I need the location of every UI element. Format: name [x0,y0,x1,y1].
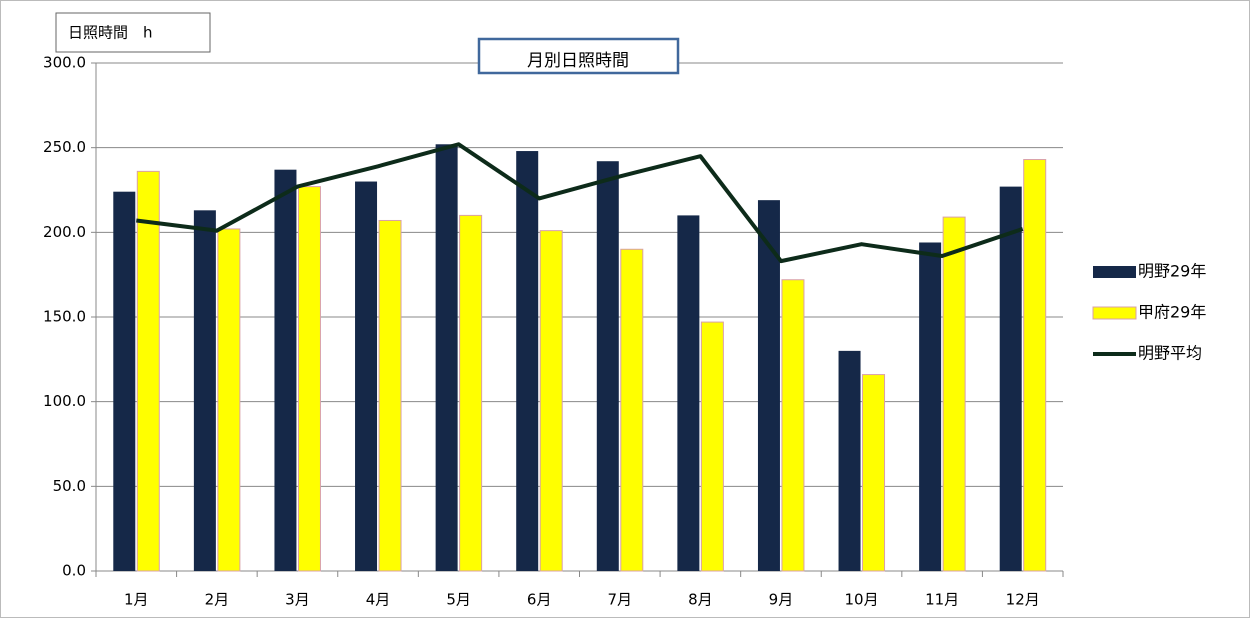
chart-title: 月別日照時間 [527,51,629,71]
y-tick-label: 50.0 [53,477,86,495]
y-tick-label: 200.0 [43,223,86,241]
y-tick-label: 150.0 [43,308,86,326]
x-tick-label: 2月 [205,591,230,609]
bar [516,151,539,571]
bar [862,374,886,572]
bar [838,350,861,571]
x-tick-label: 7月 [608,591,633,609]
x-tick-label: 11月 [925,591,959,609]
bar [435,144,458,571]
x-tick-label: 6月 [527,591,552,609]
y-tick-label: 0.0 [62,562,86,580]
bar [781,279,805,572]
x-tick-label: 8月 [688,591,713,609]
y-axis-label: 日照時間 h [68,24,153,42]
plot-area: 0.0 50.0 100.0 150.0 200.0 250.0 300.0 1月 2月 3月 4月… [43,54,1064,609]
bar [919,242,942,571]
title-box [477,37,680,75]
bar [355,181,378,572]
bar [274,169,297,571]
bar [539,230,563,572]
bar [999,186,1022,571]
bar [757,200,780,571]
y-tick-label: 300.0 [43,54,86,72]
bar [620,248,644,572]
bar [677,215,700,571]
legend-swatch [1093,266,1136,278]
bar [942,216,966,572]
legend-label: 明野平均 [1138,344,1202,363]
x-tick-label: 3月 [285,591,310,609]
bar [700,321,724,572]
x-tick-label: 10月 [844,591,878,609]
bar [378,219,402,572]
x-tick-label: 12月 [1006,591,1040,609]
y-label-box [55,12,211,53]
y-tick-label: 100.0 [43,392,86,410]
bar [217,228,241,572]
bar [113,191,136,571]
legend-swatch [1092,306,1137,320]
legend-label: 甲府29年 [1138,303,1206,322]
x-tick-label: 9月 [769,591,794,609]
y-tick-label: 250.0 [43,138,86,156]
line [136,142,1024,264]
x-tick-label: 1月 [124,591,149,609]
bar [136,170,160,572]
legend-label: 明野29年 [1138,262,1206,281]
x-tick-label: 4月 [366,591,391,609]
bar [459,214,483,572]
bar [1023,159,1047,572]
bar [596,161,619,572]
bar [193,210,216,571]
bar [297,186,321,572]
x-tick-label: 5月 [446,591,471,609]
